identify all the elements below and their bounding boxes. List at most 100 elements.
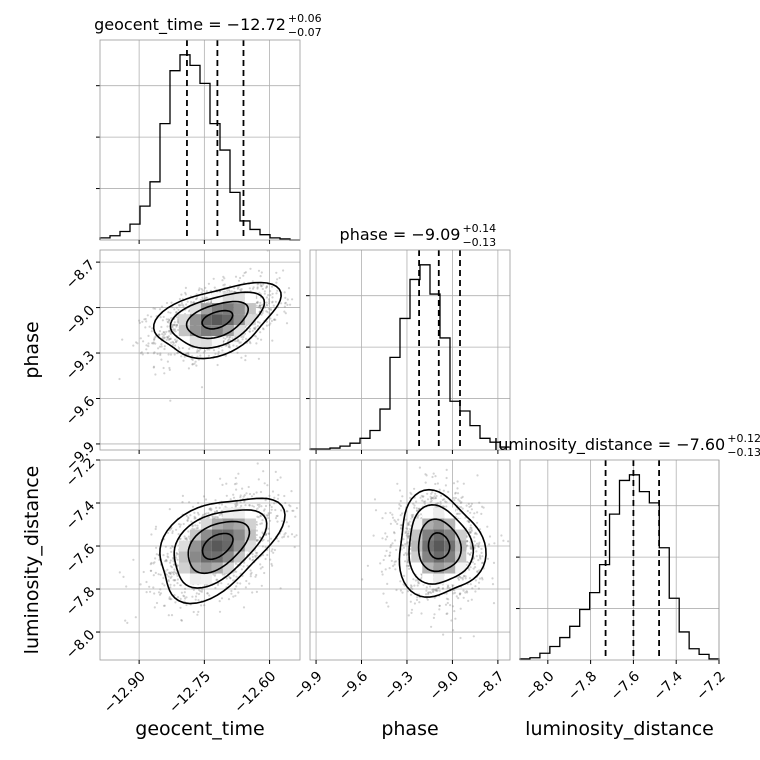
- density-cell: [178, 325, 190, 337]
- sample-point: [215, 506, 218, 509]
- sample-point: [418, 466, 421, 469]
- sample-point: [209, 507, 212, 510]
- sample-point: [201, 298, 204, 301]
- sample-point: [118, 571, 121, 574]
- sample-point: [276, 520, 279, 523]
- sample-point: [438, 589, 441, 592]
- sample-point: [145, 591, 148, 594]
- sample-point: [162, 576, 165, 580]
- sample-point: [430, 499, 433, 502]
- sample-point: [170, 341, 173, 344]
- sample-point: [184, 587, 187, 590]
- sample-point: [434, 475, 437, 478]
- sample-point: [200, 590, 203, 593]
- sample-point: [266, 304, 269, 307]
- sample-point: [426, 492, 429, 495]
- sample-point: [166, 336, 169, 340]
- sample-point: [301, 310, 303, 312]
- sample-point: [290, 533, 294, 536]
- sample-point: [433, 596, 436, 599]
- sample-point: [161, 336, 164, 339]
- sample-point: [408, 567, 411, 570]
- sample-point: [470, 528, 473, 531]
- x-tick-label: −7.4: [651, 668, 686, 703]
- sample-point: [229, 498, 232, 501]
- sample-point: [200, 291, 203, 294]
- sample-point: [172, 560, 175, 563]
- sample-point: [468, 530, 471, 533]
- sample-point: [275, 292, 278, 295]
- sample-point: [457, 498, 460, 501]
- sample-point: [407, 532, 410, 535]
- density-cell: [233, 551, 245, 563]
- sample-point: [410, 585, 413, 588]
- sample-point: [261, 327, 265, 330]
- sample-point: [185, 538, 189, 542]
- grid-lines: [516, 460, 720, 660]
- sample-point: [202, 351, 205, 354]
- sample-point: [394, 560, 398, 563]
- density-cell: [222, 303, 234, 315]
- density-cell: [433, 518, 445, 530]
- sample-point: [159, 352, 162, 355]
- sample-point: [474, 579, 477, 582]
- sample-point: [220, 503, 224, 506]
- sample-point: [286, 303, 289, 306]
- density-cell: [200, 314, 212, 326]
- sample-point: [163, 345, 166, 348]
- sample-point: [176, 320, 179, 324]
- sample-point: [234, 339, 237, 343]
- sample-point: [270, 562, 273, 566]
- axes-frame: [99, 459, 301, 661]
- sample-point: [167, 575, 170, 578]
- sample-point: [399, 504, 402, 508]
- sample-point: [239, 494, 242, 497]
- sample-point: [436, 589, 439, 592]
- sample-point: [261, 539, 264, 542]
- sample-point: [158, 330, 161, 333]
- sample-point: [401, 495, 404, 498]
- sample-point: [165, 330, 168, 333]
- sample-point: [454, 617, 457, 620]
- y-tick-label: −9.6: [63, 393, 98, 428]
- title-plus-error: +0.12: [727, 432, 760, 445]
- sample-point: [434, 588, 437, 591]
- sample-point: [425, 589, 428, 592]
- sample-point: [431, 496, 434, 499]
- sample-point: [159, 592, 163, 595]
- x-tick-label: −9.6: [336, 668, 371, 703]
- sample-point: [424, 500, 427, 503]
- sample-point: [162, 334, 165, 337]
- sample-point: [256, 507, 259, 510]
- sample-point: [187, 351, 190, 354]
- sample-point: [437, 502, 440, 505]
- sample-point: [201, 289, 204, 292]
- sample-point: [195, 364, 198, 367]
- sample-point: [460, 501, 463, 504]
- sample-point: [304, 485, 306, 487]
- sample-point: [218, 610, 222, 613]
- sample-point: [285, 322, 289, 325]
- density-cell: [189, 573, 201, 585]
- sample-point: [477, 581, 481, 584]
- sample-point: [236, 503, 239, 506]
- sample-point: [152, 352, 155, 355]
- sample-point: [445, 597, 448, 600]
- sample-point: [248, 558, 252, 561]
- sample-point: [425, 586, 428, 589]
- sample-point: [465, 504, 468, 507]
- sample-point: [243, 500, 246, 503]
- sample-point: [235, 482, 238, 485]
- density-cell: [222, 529, 234, 541]
- sample-point: [406, 561, 409, 564]
- sample-point: [174, 579, 177, 582]
- sample-point: [239, 496, 242, 499]
- sample-point: [451, 605, 455, 608]
- sample-point: [197, 349, 200, 353]
- density-cell: [222, 314, 234, 326]
- sample-point: [469, 504, 473, 508]
- sample-point: [270, 550, 273, 553]
- sample-point: [264, 533, 268, 536]
- x-tick-label: −9.9: [290, 668, 325, 703]
- sample-point: [492, 602, 496, 605]
